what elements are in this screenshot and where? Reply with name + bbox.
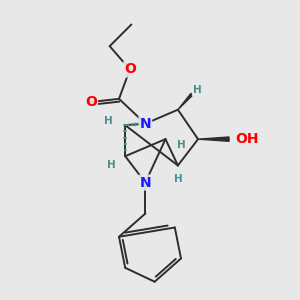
Text: H: H bbox=[177, 140, 185, 150]
Text: O: O bbox=[124, 62, 136, 76]
Text: O: O bbox=[85, 95, 97, 109]
Polygon shape bbox=[198, 137, 229, 141]
Text: H: H bbox=[193, 85, 202, 95]
Text: H: H bbox=[104, 116, 112, 126]
Text: OH: OH bbox=[235, 132, 259, 146]
Text: N: N bbox=[140, 176, 151, 190]
Text: H: H bbox=[173, 173, 182, 184]
Text: H: H bbox=[107, 160, 116, 170]
Text: N: N bbox=[140, 117, 151, 131]
Polygon shape bbox=[178, 93, 193, 110]
